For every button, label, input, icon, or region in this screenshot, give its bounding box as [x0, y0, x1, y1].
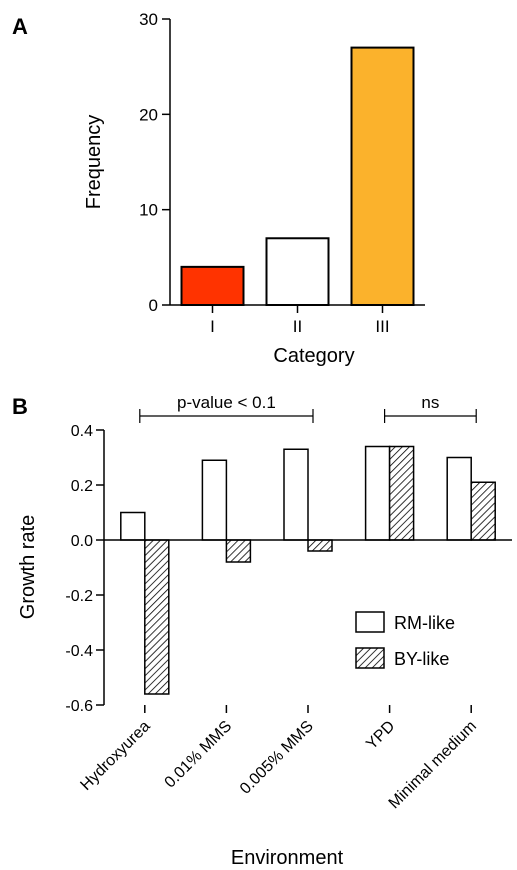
- panel-b: B p-value < 0.1 ns 0.40.20.0-0.2-0.4-0.6 …: [12, 393, 512, 869]
- panel-b-label: B: [12, 394, 28, 419]
- panel-b-x-tick-label: YPD: [363, 718, 398, 753]
- panel-b-x-tick-label: 0.005% MMS: [237, 718, 317, 798]
- panel-b-y-tick-label: -0.6: [65, 698, 93, 715]
- panel-b-bar-by-like: [470, 481, 496, 541]
- panel-b-y-tick-label: -0.4: [65, 643, 93, 660]
- panel-b-annotations: p-value < 0.1 ns: [139, 393, 477, 423]
- panel-a-x-tick-label: II: [293, 317, 302, 336]
- panel-a-bar-III: [350, 46, 415, 306]
- panel-b-y-tick-label: -0.2: [65, 588, 93, 605]
- panel-a-y-tick-label: 20: [139, 105, 158, 124]
- legend-swatch: [355, 647, 385, 669]
- panel-b-y-tick-label: 0.0: [71, 533, 93, 550]
- legend-label: RM-like: [394, 613, 455, 633]
- panel-b-y-tick-label: 0.4: [71, 423, 93, 440]
- panel-a-label: A: [12, 14, 28, 39]
- panel-a-y-label: Frequency: [83, 115, 105, 210]
- panel-a-bar-I: [180, 265, 245, 307]
- panel-b-x-tick-label: Hydroxyurea: [77, 718, 153, 794]
- panel-a-bar-II: [265, 237, 330, 306]
- panel-b-bar-rm-like: [120, 511, 146, 541]
- panel-b-bar-rm-like: [283, 448, 309, 541]
- panel-a-x-tick-label: I: [210, 317, 215, 336]
- panel-b-x-ticks: Hydroxyurea 0.01% MMS 0.005% MMS YPDMinimal…: [77, 705, 480, 812]
- panel-a-y-tick-label: 30: [139, 10, 158, 29]
- annotation-label: ns: [421, 393, 439, 412]
- panel-b-bar-by-like: [225, 539, 252, 563]
- panel-a-y-tick-label: 0: [149, 296, 158, 315]
- panel-b-bar-by-like: [388, 445, 415, 541]
- panel-b-x-label: Environment: [231, 847, 344, 869]
- panel-b-x-tick-label: Minimal medium: [386, 718, 480, 812]
- panel-b-bar-rm-like: [201, 459, 228, 541]
- panel-a-x-tick-label: III: [375, 317, 389, 336]
- panel-b-y-tick-label: 0.2: [71, 478, 93, 495]
- legend-swatch: [355, 611, 385, 633]
- panel-b-x-tick-label: 0.01% MMS: [162, 718, 236, 792]
- legend-label: BY-like: [394, 649, 449, 669]
- panel-a-x-label: Category: [273, 345, 354, 367]
- panel-a-bars: [180, 46, 415, 307]
- panel-b-y-label: Growth rate: [17, 515, 39, 619]
- panel-a-x-ticks: I II III: [210, 305, 390, 336]
- panel-b-bar-by-like: [144, 539, 170, 695]
- panel-b-bar-rm-like: [446, 456, 472, 541]
- panel-a-y-tick-label: 10: [139, 201, 158, 220]
- panel-b-y-ticks: 0.4 0.2 0.0 -0.2 -0.4 -0.6: [65, 423, 104, 715]
- panel-b-bar-by-like: [307, 539, 333, 552]
- panel-b-bar-rm-like: [364, 445, 391, 541]
- panel-a-y-ticks: 0 10 20 30: [139, 10, 170, 315]
- annotation-label: p-value < 0.1: [177, 393, 276, 412]
- panel-b-legend: RM-like BY-like: [355, 611, 455, 669]
